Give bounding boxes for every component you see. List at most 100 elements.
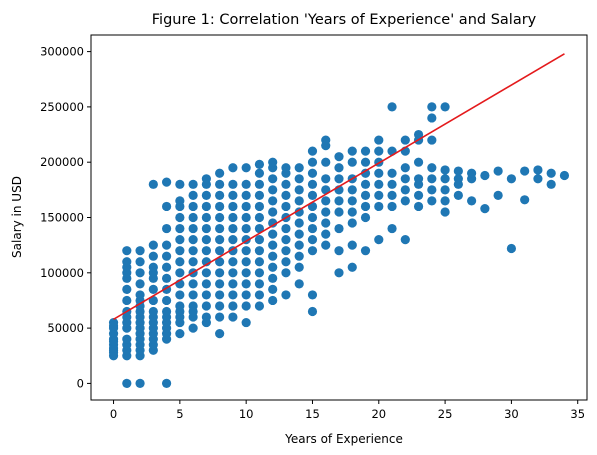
y-tick-label: 0 [77, 376, 84, 390]
data-point [360, 246, 371, 256]
data-point [268, 284, 278, 294]
data-point [241, 163, 251, 173]
data-point [175, 223, 185, 234]
data-point [135, 290, 145, 300]
data-point [241, 246, 251, 256]
data-point [268, 251, 278, 261]
data-point [188, 279, 198, 289]
data-point [374, 190, 384, 200]
data-point [360, 190, 371, 200]
data-point [148, 240, 158, 250]
data-point [161, 378, 172, 389]
y-axis-label: Salary in USD [10, 176, 24, 258]
data-point [281, 201, 291, 212]
data-point [480, 170, 490, 181]
data-point [374, 168, 384, 178]
data-point [281, 246, 291, 256]
data-point [254, 290, 265, 300]
data-point [427, 113, 437, 123]
data-point [228, 190, 238, 200]
data-point [254, 279, 265, 289]
data-point [201, 212, 211, 223]
data-point [215, 179, 225, 189]
data-point [188, 201, 198, 212]
data-point [347, 207, 357, 217]
data-point [135, 378, 145, 389]
data-point [506, 174, 517, 184]
data-point [215, 290, 225, 300]
data-point [467, 196, 477, 206]
data-point [347, 196, 357, 206]
x-tick-label: 15 [305, 407, 320, 421]
data-point [493, 166, 503, 176]
data-point [321, 157, 331, 167]
data-point [307, 223, 318, 234]
data-point [427, 196, 437, 206]
data-point [201, 312, 211, 322]
axes-frame [90, 34, 588, 401]
data-point [281, 190, 291, 200]
data-point [281, 163, 291, 173]
data-point [215, 268, 225, 278]
data-point [254, 190, 265, 200]
data-point [307, 306, 318, 317]
data-point [175, 246, 185, 256]
data-point [188, 246, 198, 256]
data-point [347, 218, 357, 228]
data-point [201, 246, 211, 256]
data-point [307, 235, 318, 245]
data-point [228, 279, 238, 289]
data-point [294, 163, 304, 173]
data-point [334, 174, 344, 184]
data-point [108, 336, 119, 346]
x-tick-label: 10 [239, 407, 254, 421]
chart-title: Figure 1: Correlation 'Years of Experien… [152, 12, 537, 28]
data-point [241, 268, 251, 278]
data-point [427, 135, 437, 145]
data-point [254, 159, 265, 170]
data-point [228, 163, 238, 173]
x-tick-label: 25 [438, 407, 453, 421]
data-point [135, 257, 145, 267]
data-point [546, 168, 556, 178]
data-point [307, 157, 318, 167]
data-point [201, 290, 211, 300]
data-point [307, 212, 318, 223]
data-point [334, 246, 344, 256]
data-point [215, 223, 225, 234]
data-point [228, 201, 238, 212]
data-point [413, 190, 424, 200]
data-point [228, 212, 238, 223]
data-point [400, 163, 410, 173]
data-point [201, 201, 211, 212]
data-point [520, 195, 530, 205]
data-point [175, 179, 185, 189]
data-point [321, 196, 331, 206]
data-point [175, 268, 185, 278]
data-point [241, 190, 251, 200]
data-point [215, 312, 225, 322]
data-point [453, 190, 463, 200]
y-tick-label: 100000 [40, 266, 84, 280]
data-point [533, 165, 543, 175]
data-point [215, 329, 225, 339]
data-point [241, 317, 251, 328]
data-point [387, 223, 397, 234]
data-point [201, 190, 211, 200]
data-point [546, 179, 556, 189]
data-point [294, 185, 304, 195]
data-point [307, 179, 318, 189]
data-point [228, 268, 238, 278]
data-point [108, 343, 119, 353]
data-point [215, 212, 225, 223]
data-point [268, 240, 278, 250]
data-point [241, 257, 251, 267]
data-point [520, 166, 530, 176]
data-point [161, 262, 172, 272]
x-tick-label: 30 [504, 407, 519, 421]
data-point [268, 262, 278, 272]
y-tick-label: 250000 [40, 100, 84, 114]
data-point [400, 235, 410, 245]
data-point [122, 284, 132, 294]
